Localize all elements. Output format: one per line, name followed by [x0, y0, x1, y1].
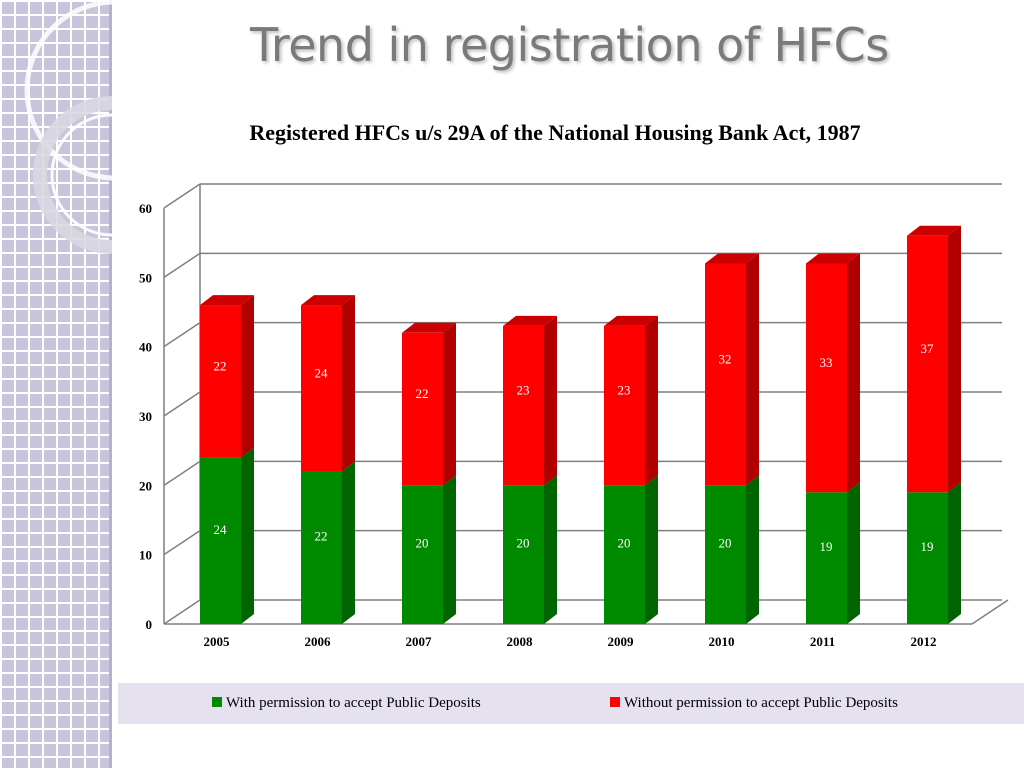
wall-line [163, 252, 201, 278]
bar-side-2012 [948, 482, 961, 624]
decorative-circles [24, 0, 112, 254]
wall-line [163, 460, 201, 486]
bar-segment-without-2006 [301, 305, 342, 472]
x-tick-label: 2009 [608, 634, 635, 649]
x-tick-label: 2006 [305, 634, 332, 649]
data-label-with-2009: 20 [618, 536, 631, 551]
data-label-with-2005: 24 [214, 522, 228, 537]
bar-side-2010 [746, 475, 759, 624]
legend-label-with-permission: With permission to accept Public Deposit… [226, 695, 481, 711]
bar-top-2012 [907, 225, 961, 236]
bar-segment-without-2007 [402, 332, 443, 486]
bar-side-2009 [645, 475, 658, 624]
data-label-with-2007: 20 [416, 536, 429, 551]
bar-side-2007 [443, 322, 456, 486]
bar-top-2008 [503, 315, 557, 326]
data-label-without-2011: 33 [820, 355, 833, 370]
bar-segment-without-2012 [907, 235, 948, 493]
wall-line [163, 183, 201, 209]
bar-top-2006 [301, 295, 355, 306]
legend-swatch-green [212, 697, 222, 707]
legend-item-without-permission: Without permission to accept Public Depo… [610, 695, 898, 712]
bar-segment-with-2009 [604, 485, 645, 624]
bar-segment-without-2009 [604, 325, 645, 486]
bar-segment-with-2012 [907, 492, 948, 624]
bar-side-2005 [241, 295, 254, 458]
bar-segment-without-2005 [200, 305, 241, 458]
bar-top-2009 [604, 315, 658, 326]
bar-segment-with-2010 [705, 485, 746, 624]
decorative-side-panel [0, 0, 112, 768]
wall-line [163, 322, 201, 348]
bar-side-2009 [645, 315, 658, 486]
x-tick-label: 2007 [406, 634, 433, 649]
bar-side-2012 [948, 225, 961, 493]
y-tick-label: 0 [146, 617, 153, 632]
bar-segment-with-2007 [402, 485, 443, 624]
bar-side-2011 [847, 482, 860, 624]
bar-segment-with-2006 [301, 471, 342, 624]
bar-side-2006 [342, 461, 355, 624]
bar-top-2011 [806, 253, 860, 264]
y-tick-label: 10 [139, 548, 152, 563]
data-label-with-2006: 22 [315, 529, 328, 544]
data-label-with-2010: 20 [719, 536, 732, 551]
data-label-without-2006: 24 [315, 365, 329, 380]
data-label-without-2012: 37 [921, 341, 935, 356]
x-tick-label: 2011 [810, 634, 835, 649]
legend-item-with-permission: With permission to accept Public Deposit… [212, 695, 481, 712]
bar-top-2007 [402, 322, 456, 333]
bar-segment-without-2011 [806, 263, 847, 493]
bar-segment-with-2011 [806, 492, 847, 624]
bar-segment-with-2008 [503, 485, 544, 624]
bar-top-2005 [200, 295, 254, 306]
y-tick-label: 30 [139, 409, 152, 424]
bar-side-2008 [544, 475, 557, 624]
bar-side-2008 [544, 315, 557, 486]
bar-top-2010 [705, 253, 759, 264]
legend-label-without-permission: Without permission to accept Public Depo… [624, 695, 898, 711]
data-label-without-2007: 22 [416, 386, 429, 401]
legend-swatch-red [610, 697, 620, 707]
x-tick-label: 2010 [709, 634, 735, 649]
x-tick-label: 2008 [507, 634, 534, 649]
bar-segment-without-2008 [503, 325, 544, 486]
bar-segment-without-2010 [705, 263, 746, 486]
floor-right-edge [971, 599, 1009, 625]
data-label-without-2010: 32 [719, 351, 732, 366]
bar-side-2007 [443, 475, 456, 624]
bar-side-2010 [746, 253, 759, 486]
y-tick-label: 50 [139, 270, 152, 285]
data-label-without-2009: 23 [618, 383, 631, 398]
chart-legend: With permission to accept Public Deposit… [118, 683, 1024, 724]
x-tick-label: 2005 [204, 634, 231, 649]
slide-title: Trend in registration of HFCs [250, 18, 889, 72]
chart-title: Registered HFCs u/s 29A of the National … [249, 120, 861, 145]
bar-side-2006 [342, 295, 355, 472]
wall-line [163, 599, 201, 625]
y-tick-label: 40 [139, 340, 152, 355]
bar-side-2005 [241, 447, 254, 624]
data-label-with-2012: 19 [921, 539, 934, 554]
x-tick-label: 2012 [911, 634, 937, 649]
wall-line [163, 530, 201, 556]
data-label-with-2011: 19 [820, 539, 833, 554]
bar-side-2011 [847, 253, 860, 493]
wall-line [163, 391, 201, 417]
bar-segment-with-2005 [200, 457, 241, 624]
data-label-without-2005: 22 [214, 358, 227, 373]
data-label-with-2008: 20 [517, 536, 530, 551]
data-label-without-2008: 23 [517, 383, 530, 398]
y-tick-label: 60 [139, 201, 152, 216]
y-tick-label: 20 [139, 478, 152, 493]
